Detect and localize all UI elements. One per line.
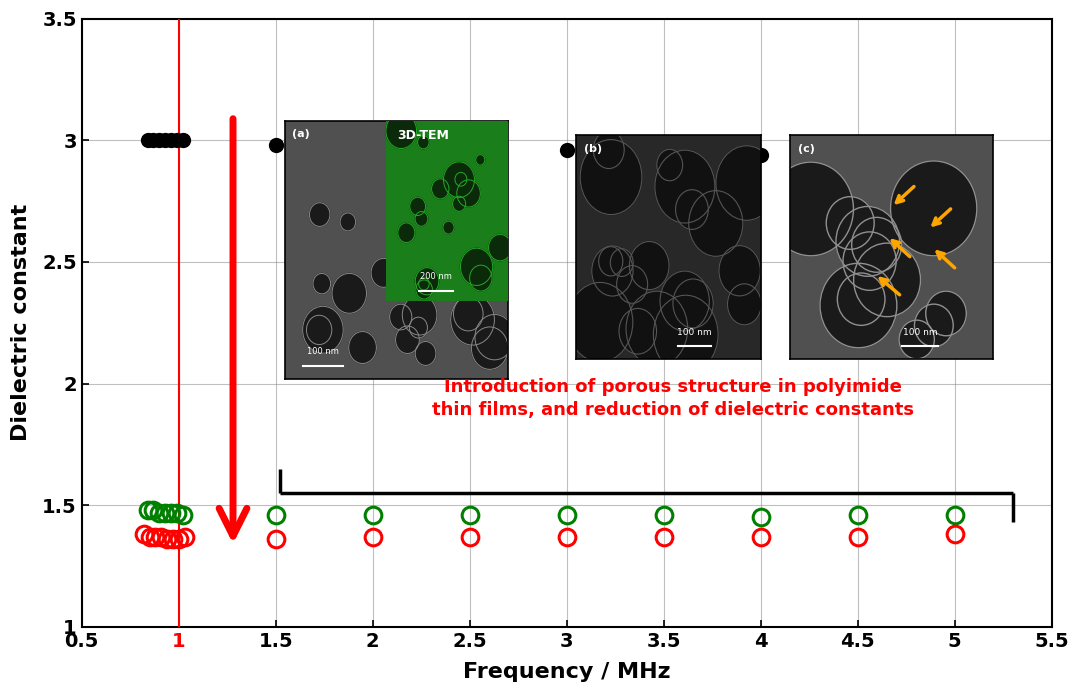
Y-axis label: Dielectric constant: Dielectric constant [11, 204, 31, 441]
Text: thin films, and reduction of dielectric constants: thin films, and reduction of dielectric … [432, 401, 915, 419]
X-axis label: Frequency / MHz: Frequency / MHz [463, 662, 671, 682]
Text: Introduction of porous structure in polyimide: Introduction of porous structure in poly… [444, 378, 902, 396]
